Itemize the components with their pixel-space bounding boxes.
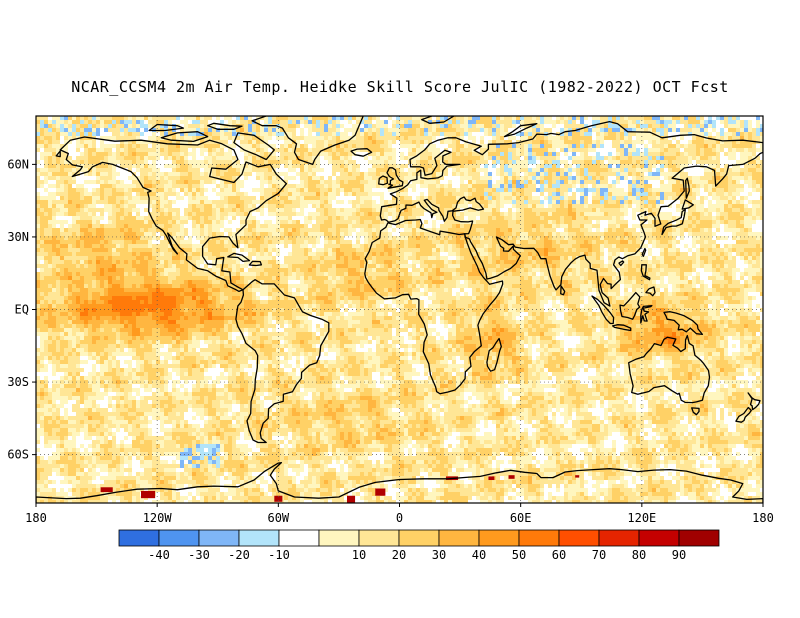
colorbar-label: 70 — [592, 548, 606, 562]
colorbar-label: -10 — [268, 548, 290, 562]
chart-title: NCAR_CCSM4 2m Air Temp. Heidke Skill Sco… — [71, 78, 729, 96]
coastline-sakhalin — [685, 177, 690, 199]
coastline-philippines-mindanao — [645, 286, 656, 297]
lat-tick-label: 60S — [7, 448, 29, 462]
colorbar-label: 90 — [672, 548, 686, 562]
coastline-south-america — [235, 279, 330, 444]
colorbar-swatch — [198, 529, 240, 547]
coastline-new-guinea — [663, 311, 704, 336]
lat-tick-label: 30S — [7, 375, 29, 389]
colorbar-swatch — [478, 529, 520, 547]
colorbar-swatch — [518, 529, 560, 547]
colorbar-swatch — [438, 529, 480, 547]
lon-tick-label: 120W — [143, 511, 173, 525]
lat-tick-label: 30N — [7, 230, 29, 244]
coastline-australia — [628, 334, 711, 404]
colorbar-label: 10 — [352, 548, 366, 562]
lon-tick-label: 180 — [752, 511, 774, 525]
coastline-north-america — [59, 136, 288, 293]
colorbar-swatch — [238, 529, 280, 547]
colorbar-label: 50 — [512, 548, 526, 562]
colorbar: -40 -30 -20 -10 10 20 30 40 50 60 70 80 90 — [118, 529, 720, 562]
coastline-eurasia — [379, 120, 763, 307]
colorbar-label: 80 — [632, 548, 646, 562]
axis-ticks: 180 120W 60W 0 60E 120E 180 60N 30N EQ 30S 60S — [7, 157, 774, 525]
lon-tick-label: 180 — [25, 511, 47, 525]
coastline-arctic-island-3 — [148, 123, 185, 132]
coastline-arctic-island-2 — [207, 122, 243, 130]
coastline-madagascar — [486, 337, 502, 372]
coastline-java — [611, 324, 632, 332]
lon-tick-label: 60E — [510, 511, 532, 525]
coastline-arctic-island-1 — [160, 131, 209, 143]
coastline-new-zealand-south — [735, 406, 752, 423]
coastline-sumatra — [591, 295, 615, 325]
colorbar-swatch — [598, 529, 640, 547]
colorbar-swatch — [278, 529, 320, 547]
coastline-britain — [386, 167, 404, 189]
coastline-sri-lanka — [560, 285, 566, 296]
skill-field — [36, 116, 763, 503]
colorbar-swatch — [118, 529, 160, 547]
lon-tick-label: 60W — [267, 511, 289, 525]
lat-tick-label: 60N — [7, 157, 29, 171]
colorbar-swatch — [158, 529, 200, 547]
lon-tick-label: 120E — [627, 511, 656, 525]
coastline-hokkaido — [681, 199, 694, 210]
colorbar-label: -40 — [148, 548, 170, 562]
coastline-japan — [661, 208, 686, 236]
coastline-novaya-zemlya — [503, 123, 538, 138]
colorbar-label: -20 — [228, 548, 250, 562]
coastline-kamchatka-islands — [55, 150, 61, 158]
coastline-new-zealand-north — [747, 392, 761, 411]
coastline-ireland — [378, 175, 389, 186]
coastline-borneo — [619, 291, 641, 320]
coastlines — [36, 116, 763, 503]
colorbar-swatch — [358, 529, 400, 547]
coastline-cuba — [227, 252, 251, 263]
coastline-philippines-luzon — [640, 264, 651, 281]
colorbar-swatch — [678, 529, 720, 547]
colorbar-label: 30 — [432, 548, 446, 562]
colorbar-label: -30 — [188, 548, 210, 562]
coastline-iceland — [350, 148, 373, 157]
coastline-hispaniola — [248, 260, 263, 267]
coastline-greenland — [251, 116, 364, 166]
colorbar-swatch — [558, 529, 600, 547]
coastline-antarctica — [36, 461, 763, 503]
coastline-sulawesi — [640, 304, 653, 324]
colorbar-label: 60 — [552, 548, 566, 562]
lat-tick-label: EQ — [15, 303, 29, 317]
colorbar-swatch — [318, 529, 360, 547]
coastline-africa — [364, 218, 504, 395]
colorbar-label: 20 — [392, 548, 406, 562]
coastline-hainan — [618, 260, 625, 267]
colorbar-swatch — [638, 529, 680, 547]
coastline-taiwan — [641, 247, 647, 257]
colorbar-swatch — [398, 529, 440, 547]
coastline-baffin — [233, 132, 275, 161]
colorbar-label: 40 — [472, 548, 486, 562]
coastline-tasmania — [691, 407, 700, 416]
lon-tick-label: 0 — [396, 511, 403, 525]
